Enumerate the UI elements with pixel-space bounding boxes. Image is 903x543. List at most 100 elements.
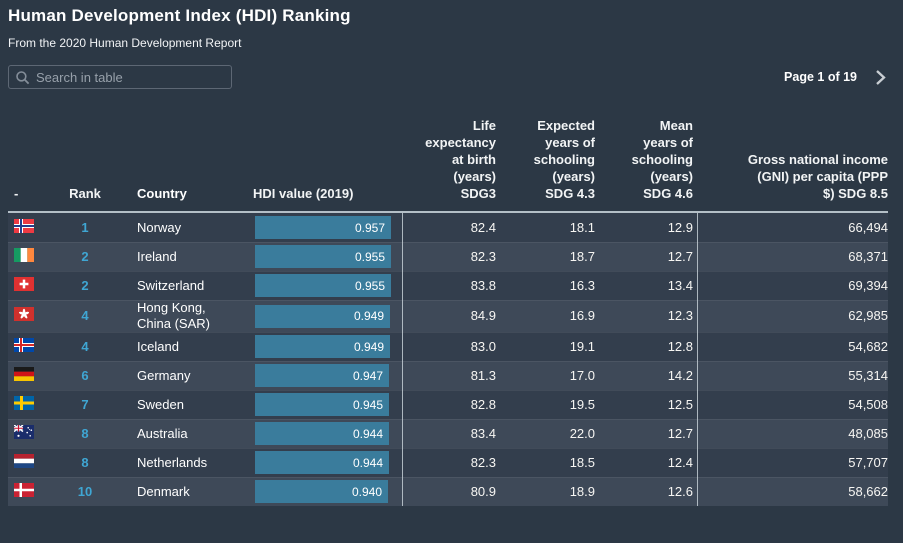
mean-schooling-cell: 13.4: [667, 277, 693, 293]
rank-cell: 7: [81, 396, 89, 412]
rank-cell: 4: [81, 308, 89, 323]
switzerland-flag-icon: [14, 276, 34, 291]
rank-cell: 2: [81, 277, 89, 293]
search-box[interactable]: [8, 65, 232, 89]
column-header-expected: Expected years of schooling (years) SDG …: [533, 118, 595, 201]
gni-cell: 58,662: [848, 483, 888, 499]
life-expectancy-cell: 84.9: [470, 308, 496, 323]
flag-cell: [8, 276, 56, 295]
country-cell: Australia: [137, 425, 188, 441]
norway-flag-icon: [14, 218, 34, 233]
country-cell: Netherlands: [137, 454, 208, 470]
life-expectancy-cell: 82.3: [470, 454, 496, 470]
hdi-value-bar: 0.957: [255, 216, 391, 239]
germany-flag-icon: [14, 366, 34, 381]
flag-cell: [8, 218, 56, 237]
iceland-flag-icon: [14, 337, 34, 352]
hdi-value-bar: 0.949: [255, 335, 390, 358]
rank-cell: 1: [81, 219, 89, 235]
gni-cell: 68,371: [848, 248, 888, 264]
column-header-life: Life expectancy at birth (years) SDG3: [425, 118, 496, 201]
chevron-right-icon: [875, 69, 886, 86]
table-row: 8 Netherlands 0.944 82.3 18.5 12.4 57,707: [8, 448, 888, 477]
life-expectancy-cell: 82.3: [470, 248, 496, 264]
hdi-cell: 0.944: [242, 451, 402, 474]
expected-schooling-cell: 18.5: [569, 454, 595, 470]
life-expectancy-cell: 83.8: [470, 277, 496, 293]
life-expectancy-cell: 80.9: [470, 483, 496, 499]
mean-schooling-cell: 12.8: [667, 338, 693, 354]
expected-schooling-cell: 19.5: [569, 396, 595, 412]
life-expectancy-cell: 82.8: [470, 396, 496, 412]
denmark-flag-icon: [14, 482, 34, 497]
table-row: 8 Australia 0.944 83.4 22.0 12.7 48,085: [8, 419, 888, 448]
hdi-cell: 0.940: [242, 480, 402, 503]
hdi-cell: 0.955: [242, 245, 402, 268]
table-row: 7 Sweden 0.945 82.8 19.5 12.5 54,508: [8, 390, 888, 419]
table-body: 1 Norway 0.957 82.4 18.1 12.9 66,494 2 Ireland 0.…: [8, 213, 888, 506]
life-expectancy-cell: 83.0: [470, 338, 496, 354]
rank-cell: 8: [81, 454, 89, 470]
hdi-cell: 0.945: [242, 393, 402, 416]
column-header-gni: Gross national income (GNI) per capita (…: [747, 152, 888, 201]
mean-schooling-cell: 14.2: [667, 367, 693, 383]
hdi-value-bar: 0.949: [255, 304, 390, 328]
hdi-value-bar: 0.947: [255, 364, 389, 387]
country-cell: Denmark: [137, 483, 190, 499]
rank-cell: 10: [77, 483, 93, 499]
flag-cell: [8, 337, 56, 356]
netherlands-flag-icon: [14, 453, 34, 468]
hdi-table: - Rank Country HDI value (2019) Life expecta…: [8, 89, 888, 506]
life-expectancy-cell: 81.3: [470, 367, 496, 383]
flag-cell: [8, 482, 56, 501]
table-toolbar: Page 1 of 19: [8, 65, 888, 89]
hdi-value-bar: 0.955: [255, 245, 391, 268]
expected-schooling-cell: 22.0: [569, 425, 595, 441]
gni-cell: 54,508: [848, 396, 888, 412]
gni-cell: 48,085: [848, 425, 888, 441]
flag-cell: [8, 424, 56, 443]
column-divider: [697, 213, 698, 506]
column-header-hdi: HDI value (2019): [253, 186, 354, 201]
table-row: 4 Iceland 0.949 83.0 19.1 12.8 54,682: [8, 332, 888, 361]
rank-cell: 8: [81, 425, 89, 441]
hdi-value-bar: 0.944: [255, 451, 389, 474]
country-cell: Germany: [137, 367, 191, 383]
country-cell: Switzerland: [137, 277, 205, 293]
life-expectancy-cell: 82.4: [470, 219, 496, 235]
life-expectancy-cell: 83.4: [470, 425, 496, 441]
table-row: 4 Hong Kong, China (SAR) 0.949 84.9 16.9 12.3…: [8, 300, 888, 332]
country-cell: Norway: [137, 219, 182, 235]
expected-schooling-cell: 18.1: [569, 219, 595, 235]
expected-schooling-cell: 19.1: [569, 338, 595, 354]
table-row: 10 Denmark 0.940 80.9 18.9 12.6 58,662: [8, 477, 888, 506]
gni-cell: 66,494: [848, 219, 888, 235]
column-header-rank: Rank: [69, 186, 101, 201]
hdi-cell: 0.947: [242, 364, 402, 387]
page-title: Human Development Index (HDI) Ranking: [8, 6, 351, 25]
mean-schooling-cell: 12.9: [667, 219, 693, 235]
next-page-button[interactable]: [873, 69, 888, 86]
search-input[interactable]: [36, 69, 225, 85]
expected-schooling-cell: 18.9: [569, 483, 595, 499]
hdi-cell: 0.944: [242, 422, 402, 445]
country-cell: Sweden: [137, 396, 184, 412]
hdi-value-bar: 0.945: [255, 393, 389, 416]
table-row: 6 Germany 0.947 81.3 17.0 14.2 55,314: [8, 361, 888, 390]
gni-cell: 62,985: [848, 308, 888, 323]
hdi-cell: 0.955: [242, 274, 402, 297]
table-header-row: - Rank Country HDI value (2019) Life expecta…: [8, 89, 888, 213]
rank-cell: 2: [81, 248, 89, 264]
country-cell: Hong Kong, China (SAR): [137, 300, 210, 331]
gni-cell: 55,314: [848, 367, 888, 383]
country-cell: Ireland: [137, 248, 177, 264]
column-divider: [402, 213, 403, 506]
expected-schooling-cell: 16.9: [569, 308, 595, 323]
expected-schooling-cell: 17.0: [569, 367, 595, 383]
flag-cell: [8, 453, 56, 472]
hdi-value-bar: 0.955: [255, 274, 391, 297]
country-cell: Iceland: [137, 338, 179, 354]
table-row: 1 Norway 0.957 82.4 18.1 12.9 66,494: [8, 213, 888, 242]
hdi-ranking-widget: Human Development Index (HDI) Ranking Fr…: [0, 6, 903, 506]
table-row: 2 Switzerland 0.955 83.8 16.3 13.4 69,394: [8, 271, 888, 300]
